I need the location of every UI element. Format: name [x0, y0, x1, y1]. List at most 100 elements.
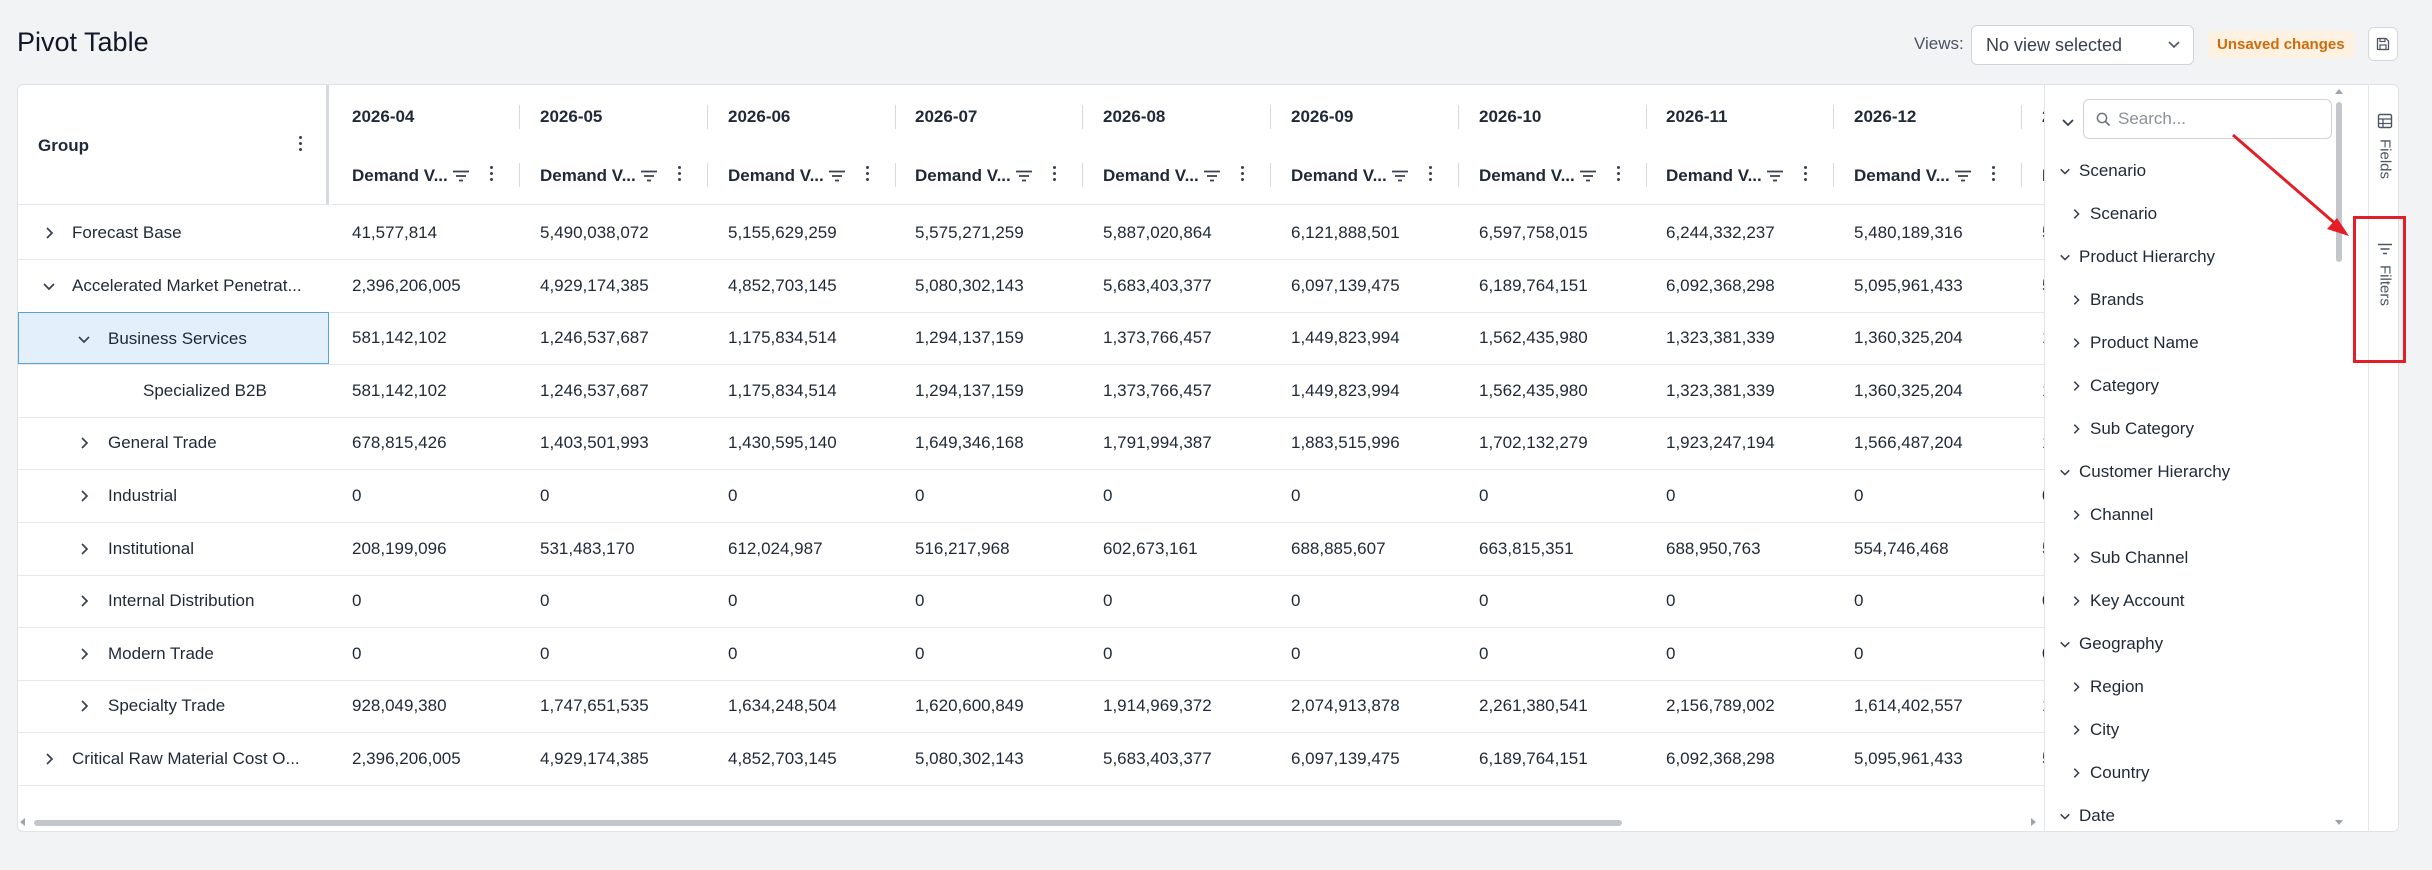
- row-group-cell[interactable]: Forecast Base: [18, 207, 329, 259]
- vertical-scroll-thumb[interactable]: [2336, 102, 2342, 262]
- value-cell[interactable]: 0: [1103, 591, 1113, 611]
- value-cell[interactable]: 5,480,189,316: [1854, 223, 1963, 242]
- column-menu-icon[interactable]: [1429, 166, 1433, 181]
- value-cell[interactable]: 0: [2042, 486, 2044, 506]
- field-item[interactable]: Key Account: [2070, 589, 2185, 613]
- value-cell[interactable]: 0: [1479, 591, 1489, 611]
- value-cell[interactable]: 6,092,368,298: [1666, 749, 1775, 768]
- value-cell[interactable]: 5,887,020,864: [1103, 223, 1212, 242]
- value-cell[interactable]: 0: [1666, 643, 1676, 663]
- value-cell[interactable]: 5,080,302,143: [915, 749, 1024, 768]
- chevron-right-icon[interactable]: [77, 488, 91, 502]
- value-cell[interactable]: 516,217,968: [915, 538, 1010, 558]
- value-cell[interactable]: 1,614,402,557: [1854, 696, 1963, 716]
- value-cell[interactable]: 1,246,537,687: [540, 328, 649, 348]
- value-cell[interactable]: 4,852,703,145: [728, 749, 837, 768]
- value-cell[interactable]: 1,791,994,387: [1103, 433, 1212, 453]
- table-row[interactable]: Specialty Trade 928,049,380 1,747,651,535 1…: [18, 680, 2044, 734]
- row-group-cell[interactable]: Specialized B2B: [18, 365, 329, 417]
- value-cell[interactable]: 5,095,961,433: [1854, 749, 1963, 768]
- field-group-item[interactable]: Customer Hierarchy: [2059, 460, 2230, 484]
- chevron-right-icon[interactable]: [42, 751, 56, 765]
- chevron-down-icon[interactable]: [42, 278, 56, 292]
- table-row[interactable]: Forecast Base 41,577,814 5,490,038,072 5,15…: [18, 207, 2044, 260]
- value-cell[interactable]: 41,577,814: [352, 223, 438, 242]
- chevron-right-icon[interactable]: [77, 646, 91, 660]
- value-cell[interactable]: 1,403,501,993: [540, 433, 649, 453]
- value-cell[interactable]: 928,049,380: [352, 696, 447, 716]
- row-group-cell[interactable]: General Trade: [18, 417, 329, 469]
- value-cell[interactable]: 1,175,834,514: [728, 380, 837, 400]
- column-menu-icon[interactable]: [1053, 166, 1057, 181]
- value-cell[interactable]: 6,121,888,501: [1291, 223, 1400, 242]
- column-filter-icon[interactable]: [640, 169, 658, 187]
- column-menu-icon[interactable]: [1241, 166, 1245, 181]
- value-cell[interactable]: 0: [1103, 643, 1113, 663]
- table-row[interactable]: Institutional 208,199,096 531,483,170 612,0…: [18, 523, 2044, 576]
- value-cell[interactable]: 1,323,381,339: [1666, 328, 1775, 348]
- value-cell[interactable]: 4,929,174,385: [540, 275, 649, 295]
- table-row[interactable]: Modern Trade 0 0 0 0 0 0 0 0 0 0: [18, 628, 2044, 681]
- column-filter-icon[interactable]: [1954, 169, 1972, 187]
- value-cell[interactable]: 0: [2042, 591, 2044, 611]
- value-cell[interactable]: 6,097,139,475: [1291, 749, 1400, 768]
- field-item[interactable]: Category: [2070, 374, 2159, 398]
- value-cell[interactable]: 1,360,325,204: [1854, 328, 1963, 348]
- value-cell[interactable]: 0: [1666, 591, 1676, 611]
- value-cell[interactable]: 5,490,038,072: [540, 223, 649, 242]
- column-filter-icon[interactable]: [1391, 169, 1409, 187]
- field-group-item[interactable]: Date: [2059, 804, 2115, 828]
- value-cell[interactable]: 1: [2042, 696, 2044, 716]
- field-item[interactable]: Country: [2070, 761, 2150, 785]
- value-cell[interactable]: 612,024,987: [728, 538, 823, 558]
- row-group-cell[interactable]: Critical Raw Material Cost O...: [18, 733, 329, 785]
- value-cell[interactable]: 2,156,789,002: [1666, 696, 1775, 716]
- table-row[interactable]: Critical Raw Material Cost O... 2,396,206…: [18, 733, 2044, 786]
- column-menu-icon[interactable]: [1992, 166, 1996, 181]
- value-cell[interactable]: 6,092,368,298: [1666, 275, 1775, 295]
- value-cell[interactable]: 1,562,435,980: [1479, 380, 1588, 400]
- chevron-down-icon[interactable]: [77, 331, 91, 345]
- value-cell[interactable]: 0: [352, 643, 362, 663]
- value-cell[interactable]: 0: [1291, 486, 1301, 505]
- field-item[interactable]: Sub Category: [2070, 417, 2194, 441]
- value-cell[interactable]: 531,483,170: [540, 538, 635, 558]
- value-cell[interactable]: 0: [1103, 486, 1113, 505]
- table-row[interactable]: Industrial 0 0 0 0 0 0 0 0 0 0: [18, 470, 2044, 523]
- vertical-scrollbar[interactable]: [2334, 85, 2346, 831]
- value-cell[interactable]: 0: [1479, 486, 1489, 505]
- field-item[interactable]: Brands: [2070, 288, 2144, 312]
- chevron-right-icon[interactable]: [77, 541, 91, 555]
- field-search-input[interactable]: [2118, 108, 2318, 130]
- value-cell[interactable]: 2,396,206,005: [352, 275, 461, 295]
- value-cell[interactable]: 1,430,595,140: [728, 433, 837, 453]
- value-cell[interactable]: 1,449,823,994: [1291, 380, 1400, 400]
- value-cell[interactable]: 6,097,139,475: [1291, 275, 1400, 295]
- row-group-cell[interactable]: Specialty Trade: [18, 680, 329, 732]
- value-cell[interactable]: 1,620,600,849: [915, 696, 1024, 716]
- row-group-cell[interactable]: Institutional: [18, 523, 329, 575]
- value-cell[interactable]: 0: [915, 643, 925, 663]
- value-cell[interactable]: 5: [2042, 223, 2044, 243]
- value-cell[interactable]: 0: [728, 591, 738, 611]
- value-cell[interactable]: 2,074,913,878: [1291, 696, 1400, 716]
- value-cell[interactable]: 6,244,332,237: [1666, 223, 1775, 242]
- save-button[interactable]: [2368, 27, 2398, 61]
- value-cell[interactable]: 1,883,515,996: [1291, 433, 1400, 453]
- value-cell[interactable]: 6,597,758,015: [1479, 223, 1588, 242]
- column-filter-icon[interactable]: [1015, 169, 1033, 187]
- value-cell[interactable]: 688,950,763: [1666, 538, 1761, 558]
- value-cell[interactable]: 2,261,380,541: [1479, 696, 1588, 716]
- value-cell[interactable]: 4,929,174,385: [540, 749, 649, 768]
- column-filter-icon[interactable]: [1579, 169, 1597, 187]
- value-cell[interactable]: 0: [540, 643, 550, 663]
- value-cell[interactable]: 4,852,703,145: [728, 275, 837, 295]
- value-cell[interactable]: 1,649,346,168: [915, 433, 1024, 453]
- chevron-down-icon[interactable]: [2061, 115, 2075, 129]
- value-cell[interactable]: 0: [352, 486, 362, 505]
- value-cell[interactable]: 1: [2042, 433, 2044, 453]
- column-filter-icon[interactable]: [452, 169, 470, 187]
- value-cell[interactable]: 5: [2042, 749, 2044, 769]
- column-filter-icon[interactable]: [1203, 169, 1221, 187]
- value-cell[interactable]: 0: [728, 486, 738, 505]
